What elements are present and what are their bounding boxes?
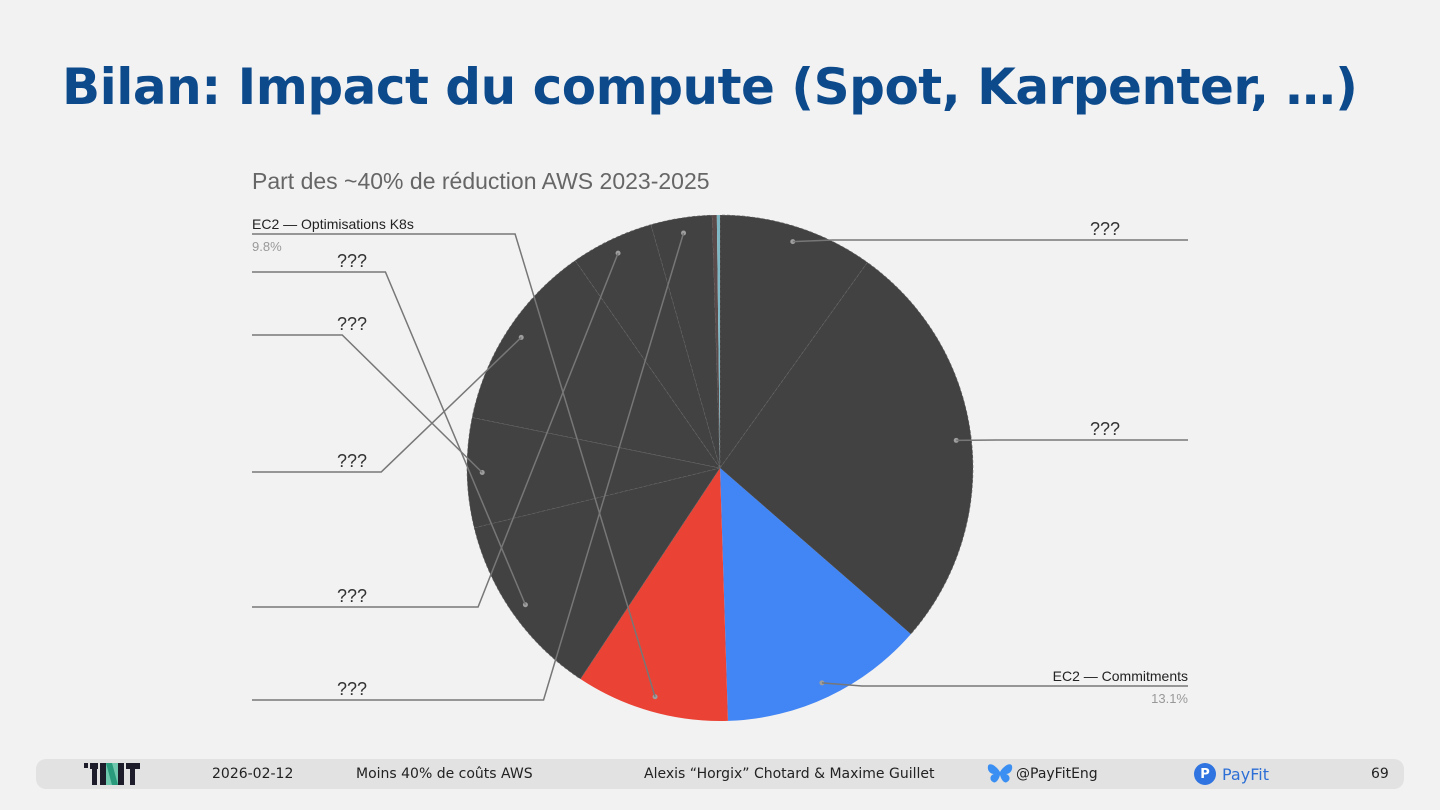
slide-title: Bilan: Impact du compute (Spot, Karpente… (62, 58, 1358, 116)
pie-slice-1 (719, 261, 974, 635)
pie-slice-5 (466, 417, 721, 529)
chart-title: Part des ~40% de réduction AWS 2023-2025 (252, 168, 710, 194)
pie-leader-line-8 (252, 232, 685, 701)
pie-slice-6 (471, 260, 721, 469)
footer-social[interactable]: @PayFitEng (986, 763, 1098, 785)
slide-footer: 2026-02-12 Moins 40% de coûts AWS Alexis… (36, 759, 1404, 789)
footer-brand: P PayFit (1194, 763, 1269, 785)
bluesky-butterfly-icon (987, 764, 1013, 783)
footer-brand-name: PayFit (1222, 764, 1269, 784)
pie-label-8: ??? (337, 679, 367, 699)
pie-slice-10 (716, 215, 720, 468)
pie-label-3: EC2 — Optimisations K8s (252, 216, 414, 232)
pie-labels: ?????? EC2 — Commitments 13.1% EC2 — Optimi… (252, 216, 1188, 706)
pie-value-label-2: 13.1% (1151, 691, 1188, 706)
pie-label-7: ??? (337, 586, 367, 606)
page-number: 69 (1371, 766, 1389, 782)
pie-slice-8 (650, 214, 721, 469)
pie-slice-0 (719, 214, 868, 469)
pie-label-5: ??? (337, 314, 367, 334)
pie-label-0: ??? (1090, 219, 1120, 239)
pie-leader-line-4 (252, 271, 527, 606)
pie-leader-lines (252, 230, 1188, 701)
pie-leader-line-7 (252, 252, 619, 608)
pie-slice-4 (473, 467, 721, 680)
pie-slices (466, 214, 974, 721)
footer-authors: Alexis “Horgix” Chotard & Maxime Guillet (644, 766, 935, 782)
pie-chart: ?????? EC2 — Commitments 13.1% EC2 — Optimi… (252, 214, 1188, 721)
pie-slice-2 (720, 468, 911, 721)
pie-label-1: ??? (1090, 419, 1120, 439)
pie-slice-7 (574, 224, 721, 469)
pie-slice-3 (580, 468, 728, 721)
pie-leader-line-0 (792, 239, 1188, 243)
pie-value-label-3: 9.8% (252, 239, 282, 254)
footer-talk-title: Moins 40% de coûts AWS (356, 766, 533, 782)
footer-date: 2026-02-12 (212, 766, 294, 782)
pie-label-6: ??? (337, 451, 367, 471)
pie-leader-line-3 (252, 233, 656, 698)
pie-leader-line-5 (252, 334, 483, 474)
pie-slice-9 (712, 215, 720, 468)
payfit-logo-icon: P (1194, 763, 1216, 785)
pie-label-2: EC2 — Commitments (1053, 668, 1188, 684)
pie-leader-line-6 (252, 336, 522, 473)
pie-leader-line-2 (821, 682, 1188, 687)
footer-social-handle: @PayFitEng (1016, 766, 1098, 782)
pie-label-4: ??? (337, 251, 367, 271)
tnt-logo-icon (84, 762, 140, 790)
